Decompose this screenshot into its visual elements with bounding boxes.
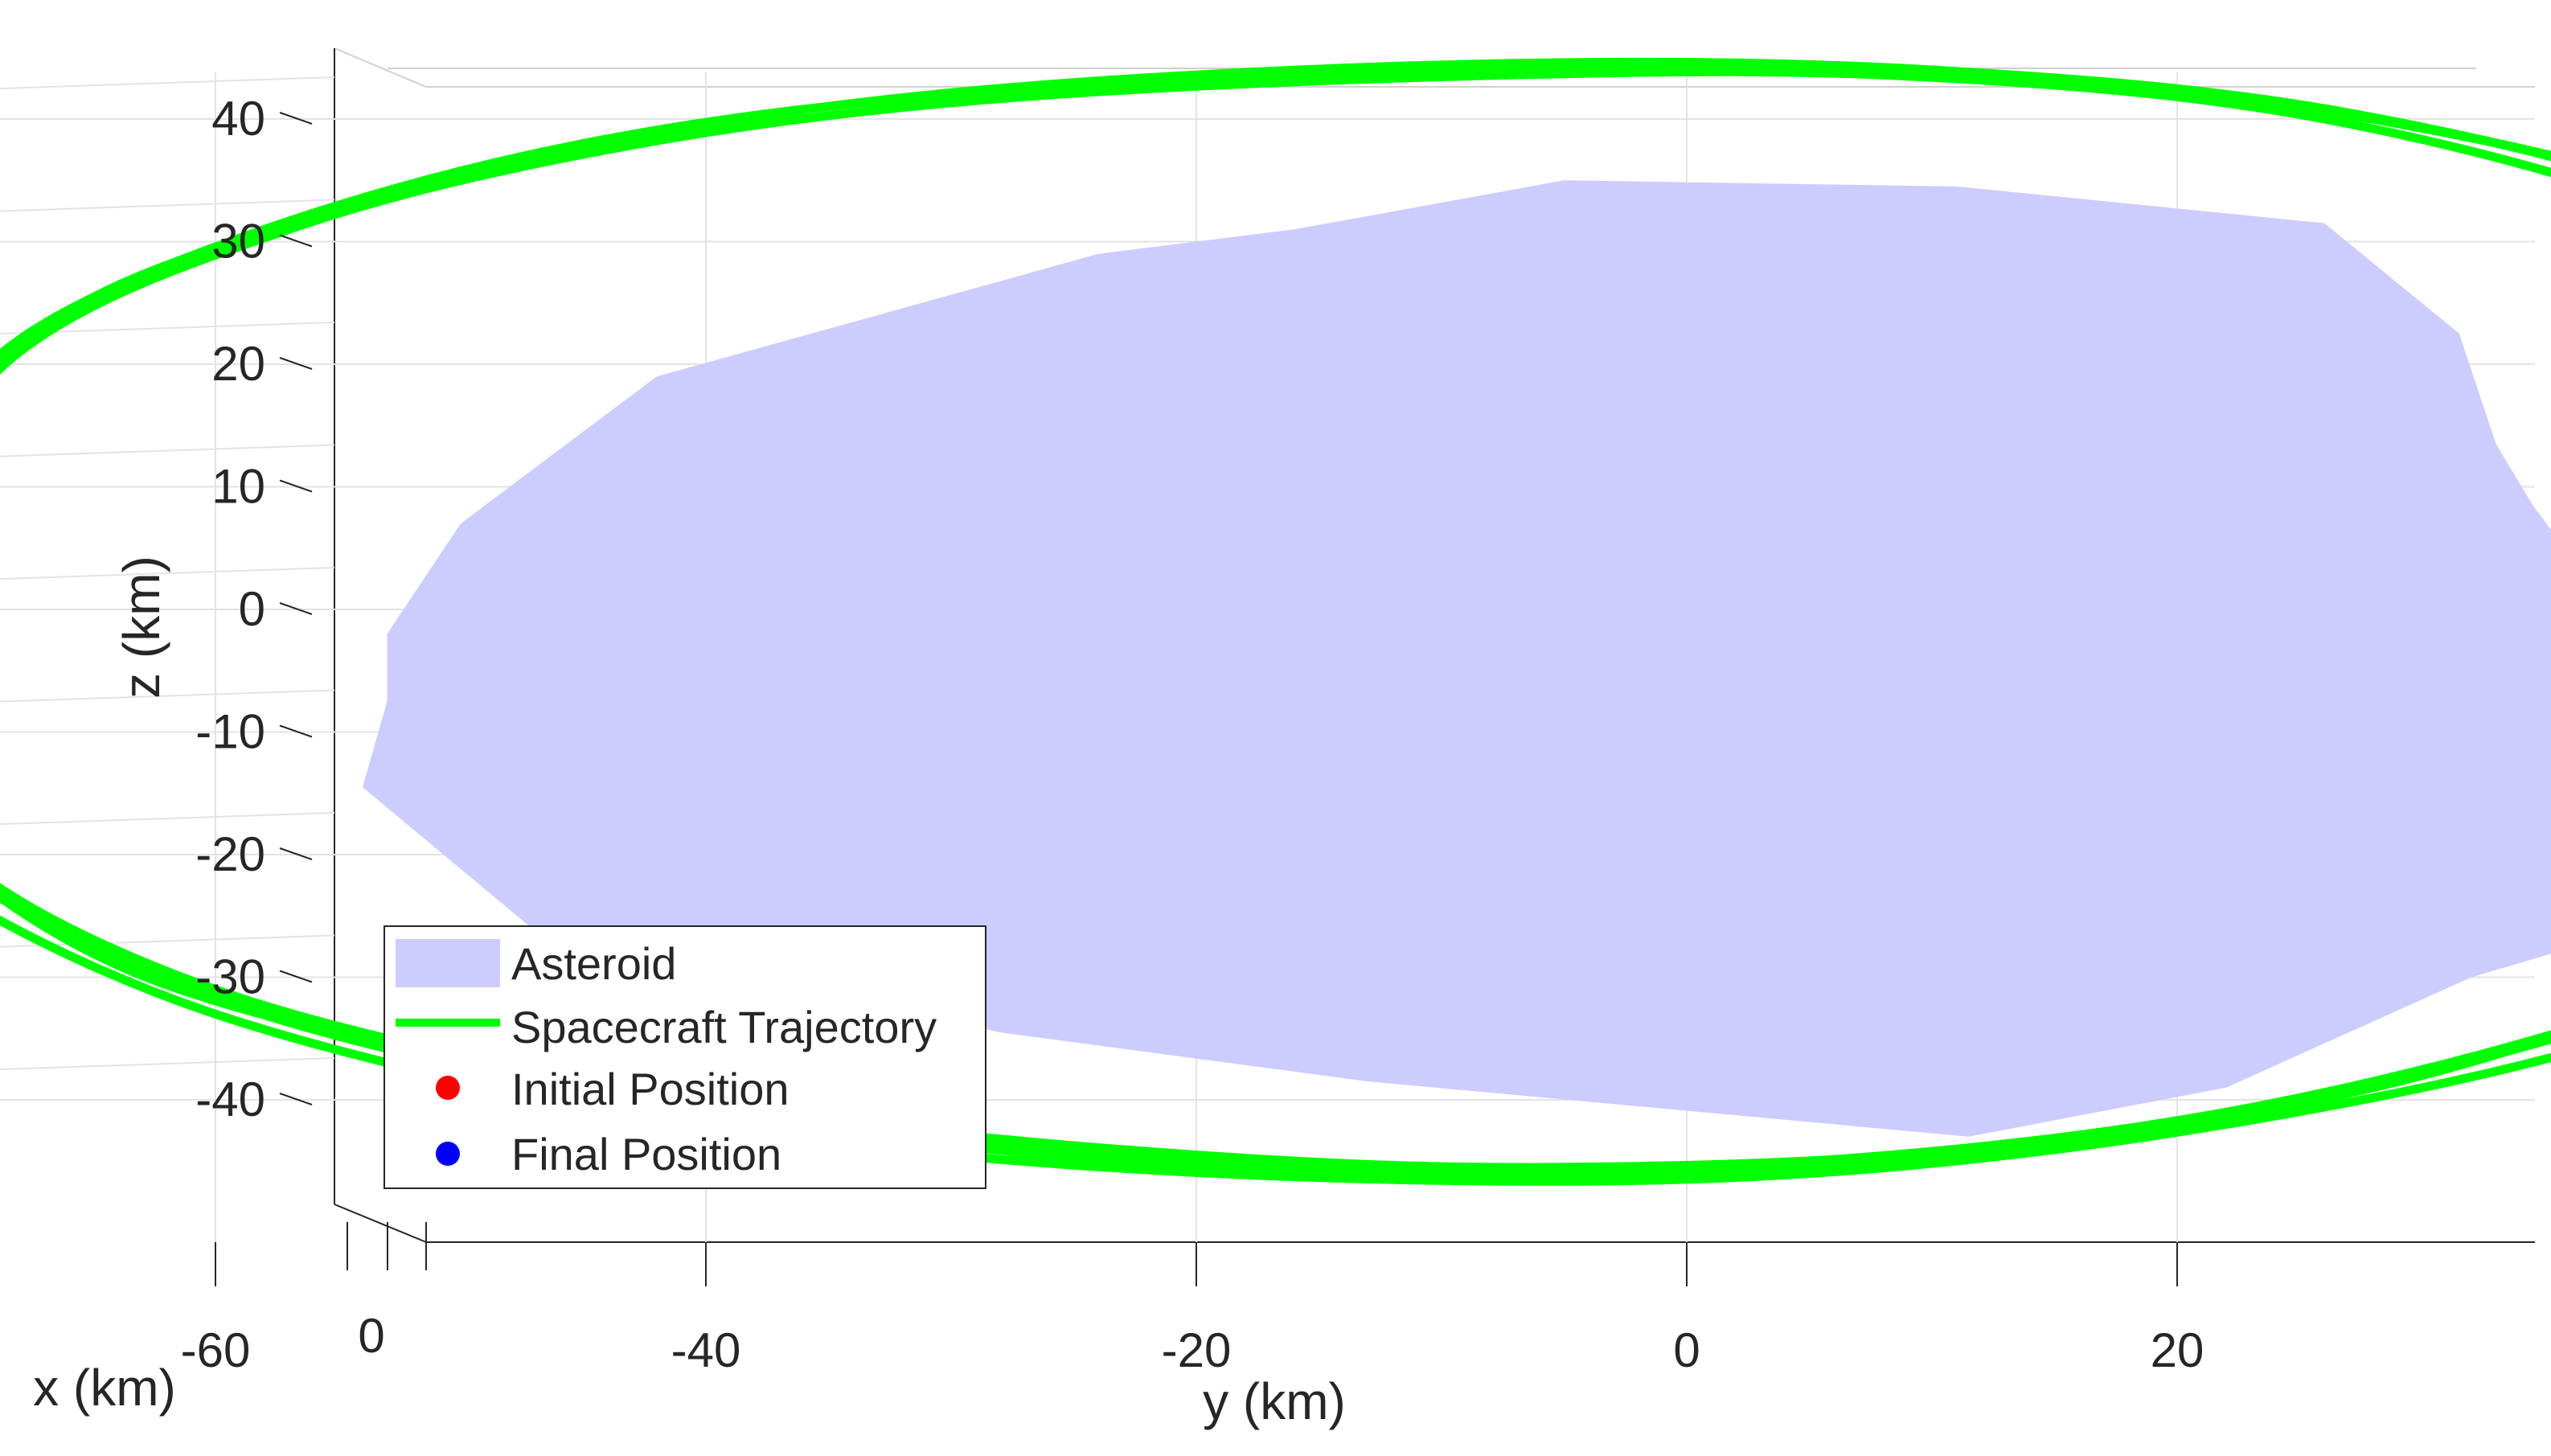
x-tick-label: 0	[358, 1309, 384, 1363]
z-grid-depth-line	[0, 76, 335, 90]
z-grid-depth-line	[0, 934, 335, 948]
asteroid-shape	[363, 180, 2551, 1137]
y-tick-label: 0	[1673, 1323, 1700, 1377]
legend-final-marker	[436, 1142, 460, 1166]
legend-asteroid-label: Asteroid	[511, 938, 676, 989]
box-edge	[334, 47, 427, 88]
z-grid-depth-line	[0, 567, 335, 580]
legend-asteroid-swatch	[396, 939, 500, 987]
z-tick-mark	[279, 479, 313, 493]
z-tick-label: -30	[195, 950, 265, 1004]
z-grid-depth-line	[0, 689, 335, 703]
legend-initial-label: Initial Position	[511, 1064, 789, 1114]
z-grid-depth-line	[0, 444, 335, 457]
z-tick-label: 0	[239, 582, 265, 636]
z-tick-mark	[279, 602, 313, 615]
z-tick-label: 30	[211, 215, 265, 269]
z-grid-depth-line	[0, 199, 335, 212]
z-tick-label: -40	[195, 1073, 265, 1126]
legend-trajectory-label: Spacecraft Trajectory	[511, 1002, 937, 1052]
y-tick-label: -20	[1162, 1323, 1232, 1377]
y-tick-label: 20	[2151, 1323, 2204, 1377]
z-tick-label: -20	[195, 827, 265, 881]
y-tick-label: -60	[181, 1323, 251, 1377]
z-grid-depth-line	[0, 1057, 335, 1071]
trajectory-line	[0, 57, 2551, 374]
z-grid-depth-line	[0, 322, 335, 335]
y-axis-label: y (km)	[1203, 1372, 1346, 1430]
z-tick-label: 40	[211, 92, 265, 146]
z-grid-depth-line	[0, 812, 335, 826]
tick-labels: 403020100-10-20-30-40-100-80-60-40-20020…	[181, 92, 2204, 1377]
y-tick-label: -40	[671, 1323, 741, 1377]
legend: Asteroid Spacecraft Trajectory Initial P…	[383, 925, 986, 1189]
z-axis-label: z (km)	[113, 556, 170, 699]
z-tick-mark	[279, 970, 313, 983]
z-tick-label: -10	[195, 705, 265, 759]
z-tick-mark	[279, 234, 313, 248]
z-tick-label: 20	[211, 337, 265, 391]
z-tick-mark	[279, 1093, 313, 1105]
trajectory-line	[0, 67, 2551, 375]
asteroid-layer	[363, 180, 2551, 1137]
z-tick-mark	[279, 724, 313, 738]
z-tick-mark	[279, 847, 313, 860]
x-axis-label: x (km)	[33, 1359, 176, 1417]
legend-initial-marker	[436, 1076, 460, 1100]
z-tick-label: 10	[211, 460, 265, 514]
x-axis-line	[334, 1204, 427, 1243]
legend-final-label: Final Position	[511, 1129, 781, 1179]
z-tick-mark	[279, 357, 313, 370]
z-tick-mark	[279, 112, 313, 125]
